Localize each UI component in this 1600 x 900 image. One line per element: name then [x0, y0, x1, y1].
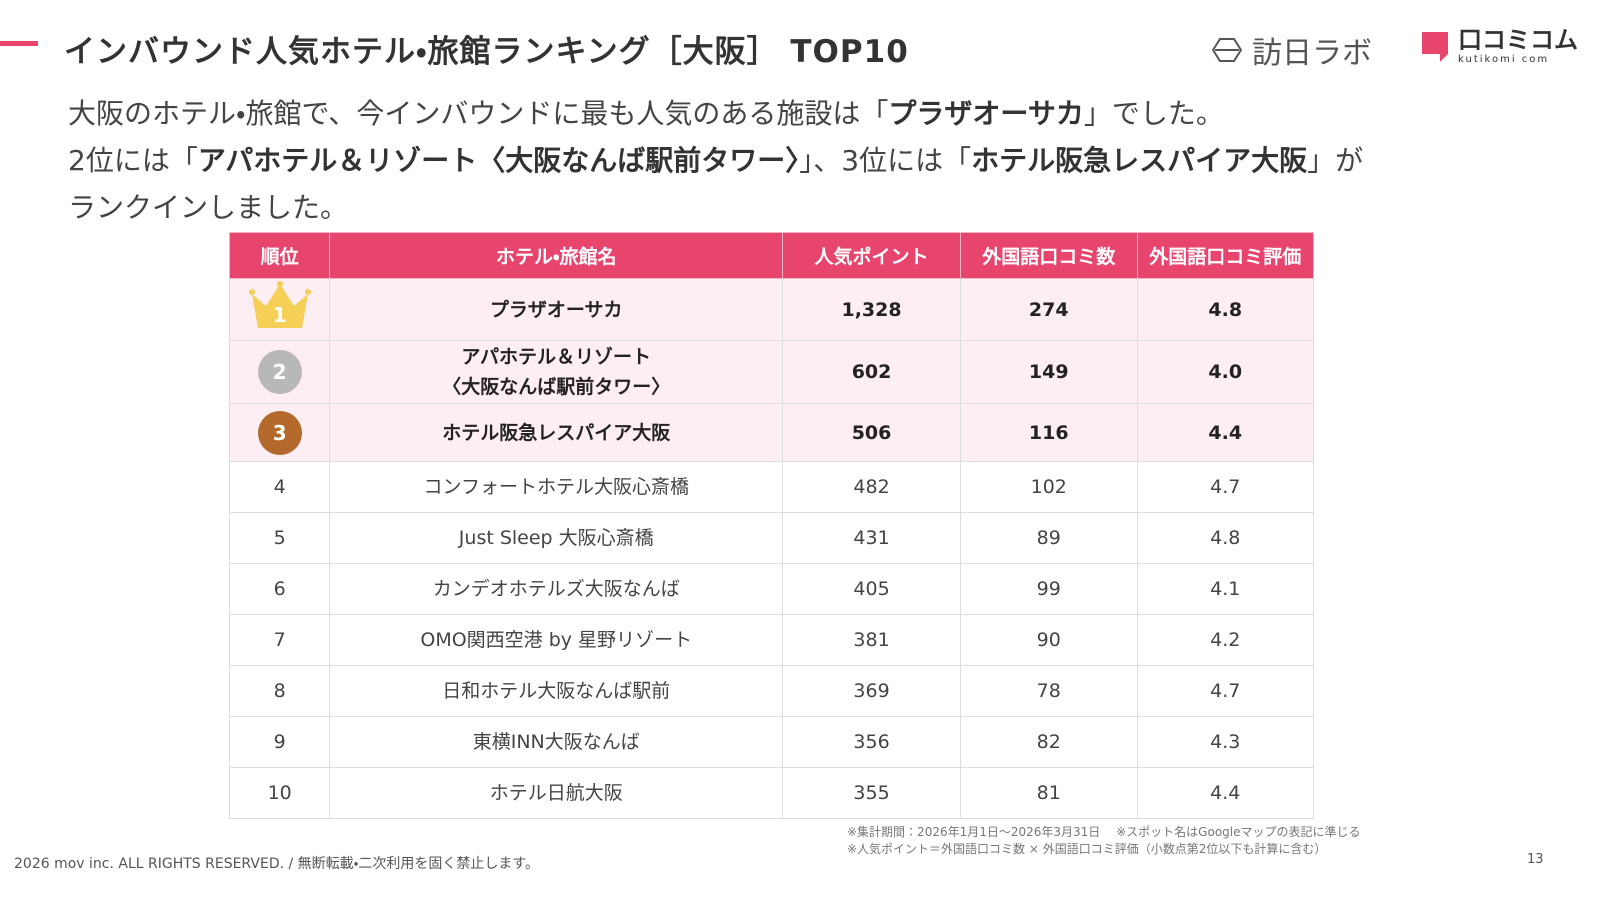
value-cell: 102: [959, 461, 1138, 513]
value-cell: 4.3: [1136, 716, 1315, 768]
value-cell: 78: [959, 665, 1138, 717]
name-cell: Just Sleep 大阪心斎橋: [329, 512, 784, 564]
table-row: 3 ホテル阪急レスパイア大阪 506 116 4.4: [228, 403, 1315, 462]
column-header: 順位: [228, 232, 331, 279]
logo-kutikomi: 口コミコム kutikomi com: [1420, 28, 1578, 65]
value-cell: 431: [782, 512, 961, 564]
value-cell: 90: [959, 614, 1138, 666]
value-cell: 4.1: [1136, 563, 1315, 615]
value-cell: 89: [959, 512, 1138, 564]
name-cell: OMO関西空港 by 星野リゾート: [329, 614, 784, 666]
value-cell: 602: [782, 340, 961, 404]
column-header: 外国語口コミ数: [959, 232, 1138, 279]
name-cell: コンフォートホテル大阪心斎橋: [329, 461, 784, 513]
note-line: ※人気ポイント＝外国語口コミ数 × 外国語口コミ評価（小数点第2位以下も計算に含…: [847, 842, 1327, 856]
name-cell: カンデオホテルズ大阪なんば: [329, 563, 784, 615]
value-cell: 4.8: [1136, 512, 1315, 564]
table-row: 1 プラザオーサカ 1,328 274 4.8: [228, 278, 1315, 341]
name-cell: 東横INN大阪なんば: [329, 716, 784, 768]
value-cell: 4.0: [1136, 340, 1315, 404]
table-row: 10 ホテル日航大阪 355 81 4.4: [228, 767, 1315, 819]
logo-text: 訪日ラボ: [1252, 36, 1372, 71]
value-cell: 81: [959, 767, 1138, 819]
intro-segment: プラザオーサカ: [888, 97, 1084, 130]
value-cell: 4.7: [1136, 665, 1315, 717]
value-cell: 405: [782, 563, 961, 615]
rank-cell: 3: [228, 403, 331, 462]
slide-title: インバウンド人気ホテル・旅館ランキング［大阪］ TOP10: [64, 34, 909, 70]
intro-segment: 」でした。 2位には「: [68, 97, 1224, 177]
rank-cell: 10: [228, 767, 331, 819]
intro-segment: 」が ランクインしました。: [68, 144, 1364, 224]
value-cell: 116: [959, 403, 1138, 462]
value-cell: 99: [959, 563, 1138, 615]
page-number: 13: [1527, 852, 1544, 867]
note-line: ※集計期間：2026年1月1日〜2026年3月31日 ※スポット名はGoogle…: [847, 825, 1361, 839]
intro-text: 大阪のホテル・旅館で、今インバウンドに最も人気のある施設は「プラザオーサカ」でし…: [68, 90, 1568, 231]
value-cell: 1,328: [782, 278, 961, 341]
value-cell: 82: [959, 716, 1138, 768]
value-cell: 4.8: [1136, 278, 1315, 341]
ranking-table: 順位 ホテル・旅館名 人気ポイント 外国語口コミ数 外国語口コミ評価 1 プラザオーサカ 1…: [228, 232, 1315, 819]
rank-badge: 3: [257, 410, 302, 455]
table-row: 6 カンデオホテルズ大阪なんば 405 99 4.1: [228, 563, 1315, 615]
table-row: 2 アパホテル＆リゾート 〈大阪なんば駅前タワー〉 602 149 4.0: [228, 340, 1315, 404]
copyright: 2026 mov inc. ALL RIGHTS RESERVED. / 無断転…: [14, 856, 540, 872]
table-row: 5 Just Sleep 大阪心斎橋 431 89 4.8: [228, 512, 1315, 564]
value-cell: 4.2: [1136, 614, 1315, 666]
logo-text: 口コミコム: [1458, 26, 1578, 54]
notes: ※集計期間：2026年1月1日〜2026年3月31日 ※スポット名はGoogle…: [847, 824, 1361, 858]
name-cell: アパホテル＆リゾート 〈大阪なんば駅前タワー〉: [329, 340, 784, 404]
rank-cell: 8: [228, 665, 331, 717]
name-cell: ホテル阪急レスパイア大阪: [329, 403, 784, 462]
value-cell: 506: [782, 403, 961, 462]
value-cell: 482: [782, 461, 961, 513]
intro-segment: ホテル阪急レスパイア大阪: [971, 144, 1308, 177]
name-cell: ホテル日航大阪: [329, 767, 784, 819]
intro-segment: アパホテル＆リゾート〈大阪なんば駅前タワー〉: [197, 144, 800, 177]
value-cell: 4.4: [1136, 767, 1315, 819]
column-header: ホテル・旅館名: [329, 232, 784, 279]
table-row: 8 日和ホテル大阪なんば駅前 369 78 4.7: [228, 665, 1315, 717]
accent-bar: [0, 41, 38, 46]
value-cell: 381: [782, 614, 961, 666]
rank-cell: 5: [228, 512, 331, 564]
value-cell: 4.7: [1136, 461, 1315, 513]
column-header: 人気ポイント: [782, 232, 961, 279]
table-row: 7 OMO関西空港 by 星野リゾート 381 90 4.2: [228, 614, 1315, 666]
logo-houjin-lab: 訪日ラボ: [1212, 28, 1372, 72]
intro-segment: 」、3位には「: [799, 144, 972, 177]
rank-cell: 1: [228, 278, 331, 341]
name-cell: 日和ホテル大阪なんば駅前: [329, 665, 784, 717]
column-header: 外国語口コミ評価: [1136, 232, 1315, 279]
logo-icon: [1212, 38, 1242, 62]
crown-badge: 1: [248, 280, 312, 330]
value-cell: 274: [959, 278, 1138, 341]
value-cell: 149: [959, 340, 1138, 404]
value-cell: 355: [782, 767, 961, 819]
logo-icon: [1422, 31, 1448, 62]
rank-number: 1: [272, 303, 287, 327]
table-row: 4 コンフォートホテル大阪心斎橋 482 102 4.7: [228, 461, 1315, 513]
rank-cell: 7: [228, 614, 331, 666]
header-row: 順位 ホテル・旅館名 人気ポイント 外国語口コミ数 外国語口コミ評価: [228, 232, 1315, 279]
value-cell: 4.4: [1136, 403, 1315, 462]
table-row: 9 東横INN大阪なんば 356 82 4.3: [228, 716, 1315, 768]
rank-cell: 6: [228, 563, 331, 615]
value-cell: 369: [782, 665, 961, 717]
logo-subtext: kutikomi com: [1458, 54, 1550, 65]
value-cell: 356: [782, 716, 961, 768]
crown-icon: [248, 281, 311, 328]
name-cell: プラザオーサカ: [329, 278, 784, 341]
intro-segment: 大阪のホテル・旅館で、今インバウンドに最も人気のある施設は「: [68, 97, 889, 130]
rank-cell: 2: [228, 340, 331, 404]
rank-badge: 2: [257, 350, 302, 394]
rank-cell: 4: [228, 461, 331, 513]
rank-cell: 9: [228, 716, 331, 768]
